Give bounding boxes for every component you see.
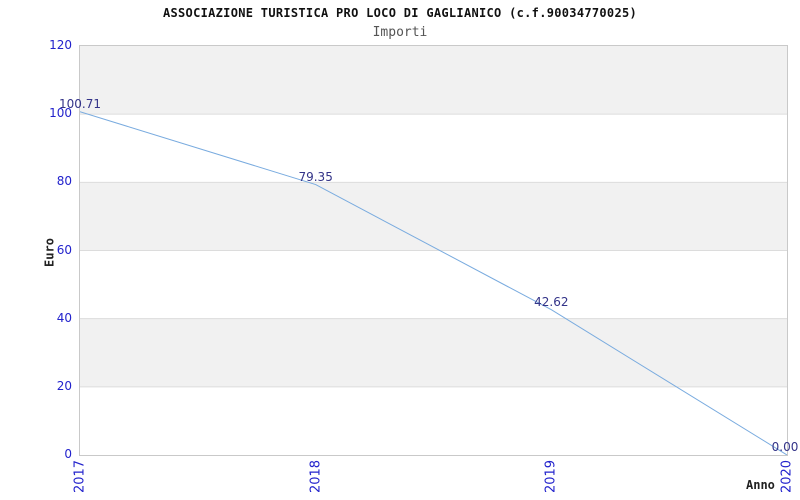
y-tick-label: 120 [49,38,72,52]
background-band [80,318,787,387]
x-tick-label: 2019 [543,459,559,494]
y-tick-label: 60 [56,242,72,257]
plot-area [79,45,788,456]
y-tick-label: 80 [56,174,72,189]
y-tick-label: 40 [56,310,72,325]
y-axis-title: Euro [42,238,57,267]
data-point-value: 100.71 [59,96,101,111]
y-tick-label: 0 [64,447,72,461]
x-tick-label: 2017 [72,459,88,494]
background-band [80,182,787,251]
data-point-value: 42.62 [534,294,569,309]
background-band [80,46,787,115]
y-tick-label: 20 [56,378,72,393]
y-tick-label: 100 [49,106,72,121]
x-tick-label: 2020 [779,459,795,494]
chart-title: ASSOCIAZIONE TURISTICA PRO LOCO DI GAGLI… [162,6,638,20]
data-line [80,111,787,455]
data-point-value: 0.00 [771,440,799,454]
data-point-value: 79.35 [298,169,333,184]
chart-subtitle: Importi [372,25,428,40]
x-axis-title: Anno [746,478,775,492]
x-tick-label: 2018 [308,459,324,494]
plot-canvas [80,46,787,455]
